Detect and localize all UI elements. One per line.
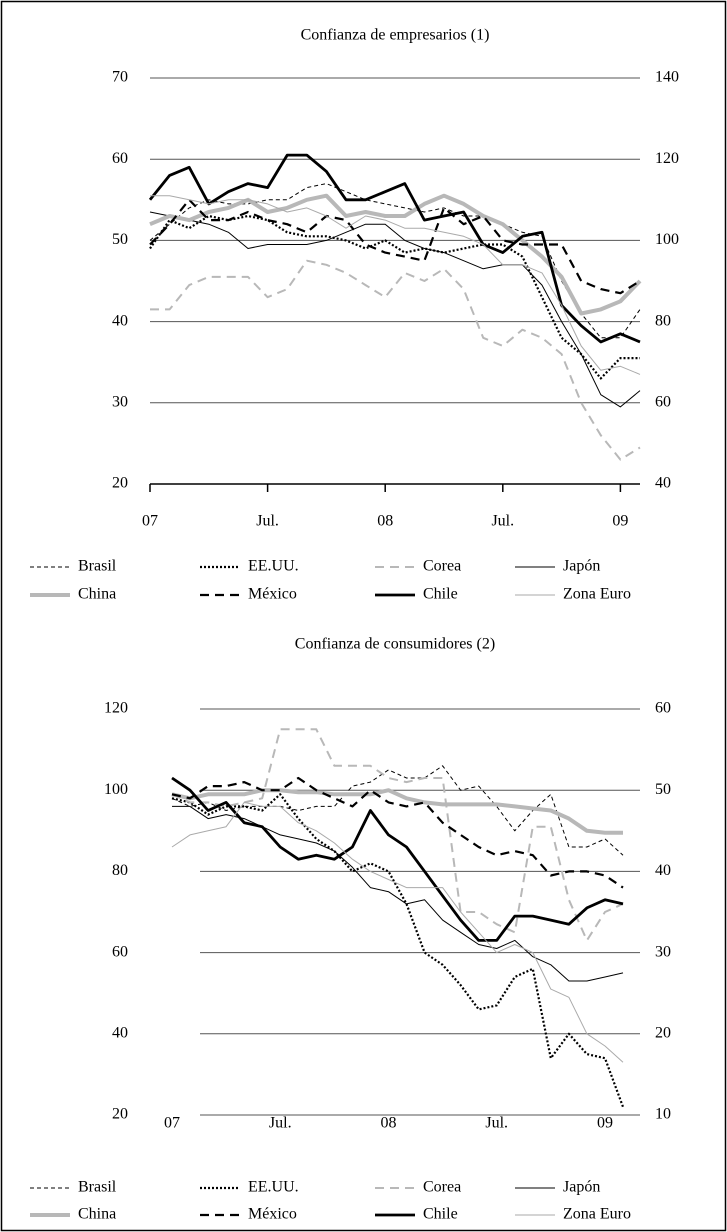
x-tick-label: Jul. xyxy=(269,1115,292,1132)
legend-label: EE.UU. xyxy=(248,1179,299,1196)
legend-label: China xyxy=(78,1206,116,1223)
series-line xyxy=(150,195,641,375)
legend-label: México xyxy=(248,586,297,603)
series-line xyxy=(171,776,624,942)
series-line xyxy=(149,183,641,339)
legend-label: Brasil xyxy=(78,1179,117,1196)
x-tick-label: 09 xyxy=(597,1115,613,1132)
y-tick-label: 60 xyxy=(112,150,128,167)
y-tick-label: 60 xyxy=(112,943,128,960)
y-tick-label: 20 xyxy=(112,475,128,492)
legend-label: Chile xyxy=(423,1206,458,1223)
series-line xyxy=(148,153,641,344)
series-line xyxy=(171,793,625,1108)
series-line xyxy=(171,728,624,942)
y-tick-label: 40 xyxy=(112,312,128,329)
y-tick-label: 40 xyxy=(112,1024,128,1041)
y-tick-label: 100 xyxy=(104,781,128,798)
y-tick-label: 70 xyxy=(112,69,128,86)
series-line xyxy=(171,776,624,889)
series-line xyxy=(150,259,641,461)
y2-tick-label: 10 xyxy=(655,1106,671,1123)
series-line xyxy=(149,214,640,380)
x-tick-label: Jul. xyxy=(256,513,279,530)
legend-label: México xyxy=(248,1206,297,1223)
x-tick-label: Jul. xyxy=(485,1115,508,1132)
legend-label: Corea xyxy=(423,1179,461,1196)
legend-label: Zona Euro xyxy=(563,586,631,603)
y2-tick-label: 30 xyxy=(655,943,671,960)
legend-label: Chile xyxy=(423,586,458,603)
y2-tick-label: 80 xyxy=(655,312,671,329)
y2-tick-label: 100 xyxy=(655,231,679,248)
y2-tick-label: 40 xyxy=(655,862,671,879)
y-tick-label: 120 xyxy=(104,700,128,717)
series-line xyxy=(149,198,641,295)
y-tick-label: 20 xyxy=(112,1106,128,1123)
chart-title: Confianza de consumidores (2) xyxy=(295,636,495,653)
y2-tick-label: 140 xyxy=(655,69,679,86)
y2-tick-label: 20 xyxy=(655,1024,671,1041)
legend-label: Japón xyxy=(563,558,600,575)
y2-tick-label: 50 xyxy=(655,781,671,798)
y2-tick-label: 120 xyxy=(655,150,679,167)
y2-tick-label: 60 xyxy=(655,393,671,410)
series-line xyxy=(172,805,624,982)
x-tick-label: 08 xyxy=(377,513,393,530)
legend-label: China xyxy=(78,586,116,603)
y-tick-label: 50 xyxy=(112,231,128,248)
x-tick-label: Jul. xyxy=(491,513,514,530)
series-line xyxy=(171,788,623,835)
chart-title: Confianza de empresarios (1) xyxy=(301,27,490,44)
series-line xyxy=(149,211,641,408)
y2-tick-label: 60 xyxy=(655,700,671,717)
x-tick-label: 07 xyxy=(142,513,158,530)
legend-label: EE.UU. xyxy=(248,558,299,575)
y-tick-label: 80 xyxy=(112,862,128,879)
series-line xyxy=(171,801,624,1063)
y-tick-label: 30 xyxy=(112,393,128,410)
legend-label: Japón xyxy=(563,1179,600,1196)
x-tick-label: 07 xyxy=(164,1115,180,1132)
legend-label: Zona Euro xyxy=(563,1206,631,1223)
x-tick-label: 08 xyxy=(380,1115,396,1132)
legend-label: Brasil xyxy=(78,558,117,575)
legend-label: Corea xyxy=(423,558,461,575)
series-line xyxy=(149,193,642,316)
y2-tick-label: 40 xyxy=(655,475,671,492)
x-tick-label: 09 xyxy=(612,513,628,530)
